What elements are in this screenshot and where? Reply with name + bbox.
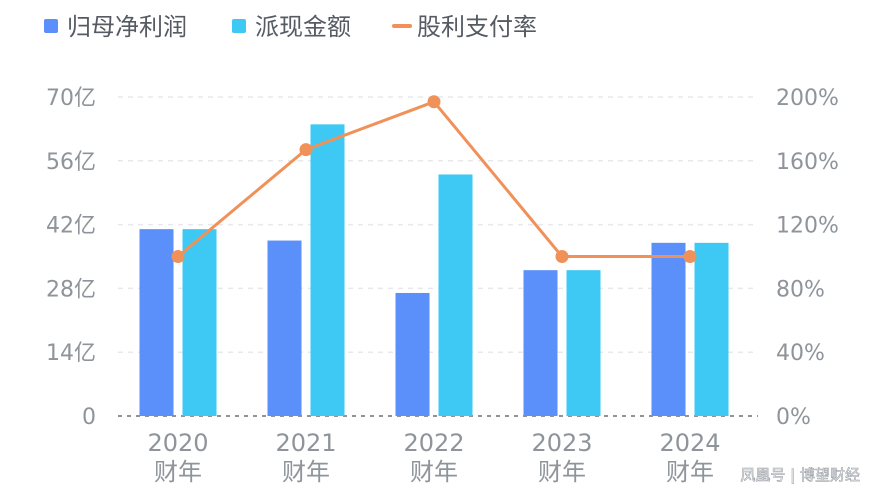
category-sub-label: 财年 <box>282 458 330 486</box>
right-tick-label: 120% <box>776 214 839 239</box>
left-tick-label: 0 <box>82 405 96 430</box>
right-tick-label: 160% <box>776 150 839 175</box>
left-axis-ticks: 0 14亿 28亿 42亿 56亿 70亿 <box>46 86 96 430</box>
category-year-label: 2020 <box>147 429 208 457</box>
bar-dividend-2020 <box>182 229 217 416</box>
legend-label: 归母净利润 <box>67 13 187 41</box>
right-tick-label: 0% <box>776 405 811 430</box>
left-tick-label: 70亿 <box>46 86 96 111</box>
legend-label: 股利支付率 <box>417 13 537 41</box>
payout-point-2024 <box>683 250 697 263</box>
payout-point-2022 <box>427 95 441 109</box>
payout-point-2020 <box>171 250 185 263</box>
payout-line <box>171 95 697 263</box>
legend-label: 派现金额 <box>255 13 351 41</box>
category-year-label: 2021 <box>275 429 336 457</box>
bar-dividend-2023 <box>566 270 601 416</box>
category-sub-label: 财年 <box>154 458 202 486</box>
left-tick-label: 42亿 <box>46 214 96 239</box>
right-tick-label: 40% <box>776 341 825 366</box>
bar-net-profit-2024 <box>651 242 686 416</box>
watermark-text: 凤凰号 | 博望财经 <box>740 466 860 484</box>
bar-dividend-2022 <box>438 174 473 416</box>
right-tick-label: 80% <box>776 277 825 302</box>
bar-dividend-2021 <box>310 124 345 416</box>
bar-net-profit-2020 <box>139 229 174 416</box>
payout-point-2023 <box>555 250 569 263</box>
bar-net-profit-2022 <box>395 292 430 416</box>
right-tick-label: 200% <box>776 86 839 111</box>
bar-net-profit-2021 <box>267 240 302 416</box>
left-tick-label: 28亿 <box>46 277 96 302</box>
category-sub-label: 财年 <box>538 458 586 486</box>
bar-net-profit-2023 <box>523 270 558 416</box>
payout-point-2021 <box>299 143 313 157</box>
left-tick-label: 56亿 <box>46 150 96 175</box>
watermark: 凤凰号 | 博望财经 <box>740 466 860 485</box>
bars <box>139 124 729 416</box>
category-sub-label: 财年 <box>410 458 458 486</box>
category-year-label: 2023 <box>531 429 592 457</box>
right-axis-ticks: 0% 40% 80% 120% 160% 200% <box>776 86 839 430</box>
legend-marker <box>232 19 246 33</box>
category-sub-label: 财年 <box>666 458 714 486</box>
category-year-label: 2022 <box>403 429 464 457</box>
bar-dividend-2024 <box>694 242 729 416</box>
payout-ratio-line <box>177 100 690 258</box>
legend-marker <box>44 19 58 33</box>
legend: 归母净利润 派现金额 股利支付率 <box>44 13 537 41</box>
category-year-label: 2024 <box>659 429 720 457</box>
left-tick-label: 14亿 <box>46 341 96 366</box>
